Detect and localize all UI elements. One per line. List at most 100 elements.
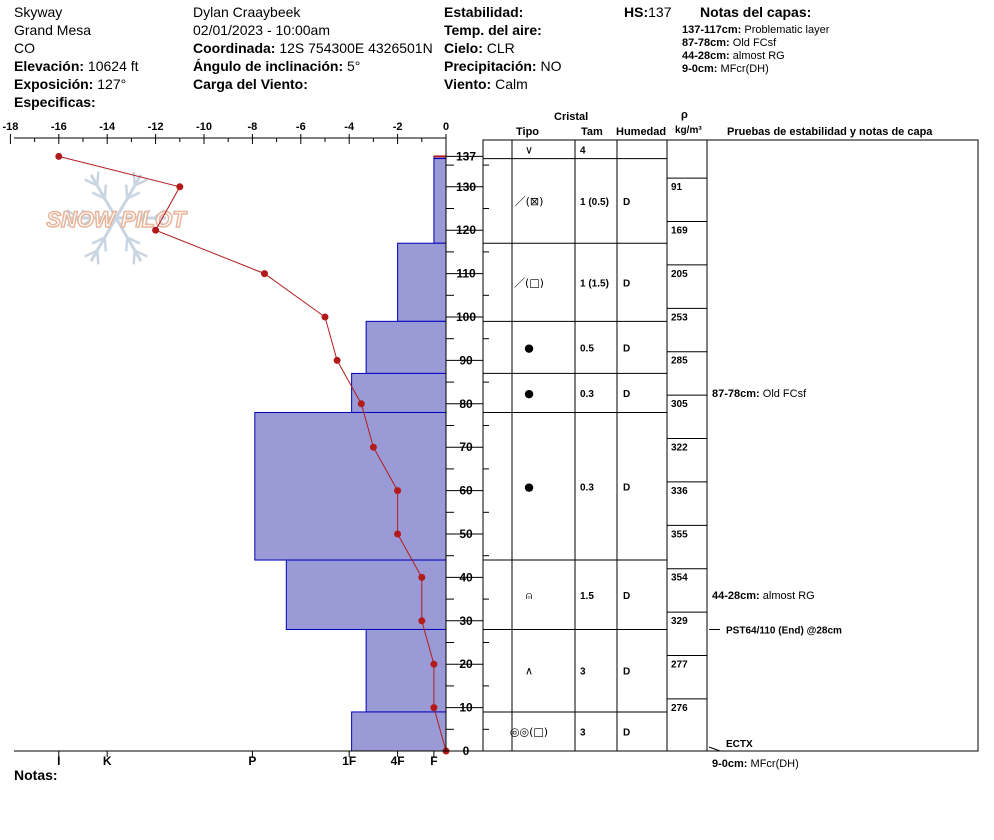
snowflake-branch xyxy=(137,209,151,220)
depth-tick-label: 50 xyxy=(459,527,473,541)
elevation: Elevación: 10624 ft xyxy=(14,58,139,74)
layer-note-text: almost RG xyxy=(732,50,785,62)
wind-value: Calm xyxy=(495,76,528,92)
layer-note-range: 87-78cm: xyxy=(682,37,730,49)
snowflake-branch xyxy=(134,249,148,258)
temperature-point xyxy=(152,226,160,234)
location: Skyway xyxy=(14,4,63,20)
temp-tick-label: -12 xyxy=(148,121,164,133)
temperature-point xyxy=(418,573,426,581)
tests-heading: Pruebas de estabilidad y notas de capa xyxy=(727,126,933,138)
size-heading: Tam xyxy=(581,126,603,138)
wind-label: Viento: xyxy=(444,76,492,92)
density-value: 169 xyxy=(671,226,688,237)
moisture: D xyxy=(623,727,630,738)
observer: Dylan Craaybeek xyxy=(193,4,301,20)
specifics-label: Especificas: xyxy=(14,94,96,110)
layer-note-text: MFcr(DH) xyxy=(720,63,769,75)
snowflake-arm xyxy=(114,217,143,263)
density-value: 336 xyxy=(671,486,688,497)
moisture: D xyxy=(623,482,630,493)
snowflake-branch xyxy=(81,216,95,227)
layer-note-1: 137-117cm: Problematic layer xyxy=(682,24,829,36)
temp-tick-label: -10 xyxy=(196,121,212,133)
snowflake-branch xyxy=(132,171,136,186)
layer-note: 44-28cm: almost RG xyxy=(712,590,815,602)
layer-note: 87-78cm: Old FCsf xyxy=(712,388,807,400)
slope-value: 5° xyxy=(347,58,361,74)
hs: HS:137 xyxy=(624,4,671,20)
grain-size: 3 xyxy=(580,727,586,738)
snowflake-branch xyxy=(103,184,108,199)
layer-note-4: 9-0cm: MFcr(DH) xyxy=(682,63,769,75)
hardness-tick-label: K xyxy=(103,754,112,768)
temperature-point xyxy=(55,152,63,160)
hardness-tick-label: P xyxy=(248,754,256,768)
stability-label: Estabilidad: xyxy=(444,4,524,20)
layer-notes-title: Notas del capas: xyxy=(700,4,812,20)
grain-type: ∧ xyxy=(525,665,533,678)
snowflake-arm xyxy=(89,217,118,263)
snowflake-branch xyxy=(84,249,98,258)
temp-tick-label: -6 xyxy=(296,121,306,133)
density-value: 253 xyxy=(671,312,688,323)
temperature-point xyxy=(333,356,341,364)
snowflake-branch xyxy=(152,216,166,227)
grain-type: ⍝ xyxy=(526,589,533,602)
snowflake-branch xyxy=(103,237,108,252)
grain-type: ● xyxy=(524,387,534,400)
temperature-point xyxy=(321,313,329,321)
density-value: 91 xyxy=(671,182,683,193)
hardness-bar xyxy=(254,411,447,561)
precip: Precipitación: NO xyxy=(444,58,561,74)
temperature-point xyxy=(418,617,426,625)
state: CO xyxy=(14,40,35,56)
density-value: 322 xyxy=(671,443,688,454)
snowflake-branch xyxy=(96,171,100,186)
temp-tick-label: -4 xyxy=(344,121,355,133)
snowflake-branch xyxy=(66,209,80,220)
depth-tick-label: 80 xyxy=(459,397,473,411)
snowflake-branch xyxy=(124,237,129,252)
hardness-bar xyxy=(351,711,447,752)
bottom-layer-note: 9-0cm: MFcr(DH) xyxy=(712,758,799,770)
grain-size: 1 (1.5) xyxy=(580,278,609,289)
temp-tick-label: -14 xyxy=(99,121,116,133)
hardness-bar xyxy=(365,628,447,713)
snowflake-branch xyxy=(152,209,166,220)
moisture: D xyxy=(623,389,630,400)
temperature-point xyxy=(261,270,268,278)
aspect: Exposición: 127° xyxy=(14,76,126,92)
temp-tick-label: -18 xyxy=(2,121,18,133)
stability-test: ECTX xyxy=(726,739,753,750)
air-temp-label: Temp. del aire: xyxy=(444,22,542,38)
density-value: 277 xyxy=(671,660,688,671)
hardness-tick-label: F xyxy=(430,754,437,768)
density-value: 305 xyxy=(671,399,688,410)
moisture: D xyxy=(623,591,630,602)
sky: Cielo: CLR xyxy=(444,40,515,56)
sky-label: Cielo: xyxy=(444,40,483,56)
depth-tick-label: 110 xyxy=(456,267,476,281)
density-value: 285 xyxy=(671,356,688,367)
layer-note-2: 87-78cm: Old FCsf xyxy=(682,37,776,49)
moisture: D xyxy=(623,343,630,354)
layer-note-text: Old FCsf xyxy=(732,37,777,49)
grain-size: 3 xyxy=(580,667,586,678)
density-value: 355 xyxy=(671,529,688,540)
layer-note-range: 9-0cm: xyxy=(682,63,718,75)
grain-type: ／(⊠) xyxy=(515,195,544,208)
range: Grand Mesa xyxy=(14,22,92,38)
depth-tick-label: 90 xyxy=(459,353,473,367)
rho-heading: ρ xyxy=(681,109,688,121)
grain-size: 1 (0.5) xyxy=(580,197,609,208)
snowflake-branch xyxy=(134,178,148,187)
depth-tick-label: 30 xyxy=(459,614,473,628)
depth-tick-label: 120 xyxy=(456,223,476,237)
temp-tick-label: -16 xyxy=(51,121,67,133)
depth-tick-label: 100 xyxy=(456,310,476,324)
grain-type: ／(□) xyxy=(514,276,544,289)
layer-note-range: 137-117cm: xyxy=(682,24,742,36)
depth-tick-label: 130 xyxy=(456,180,476,194)
